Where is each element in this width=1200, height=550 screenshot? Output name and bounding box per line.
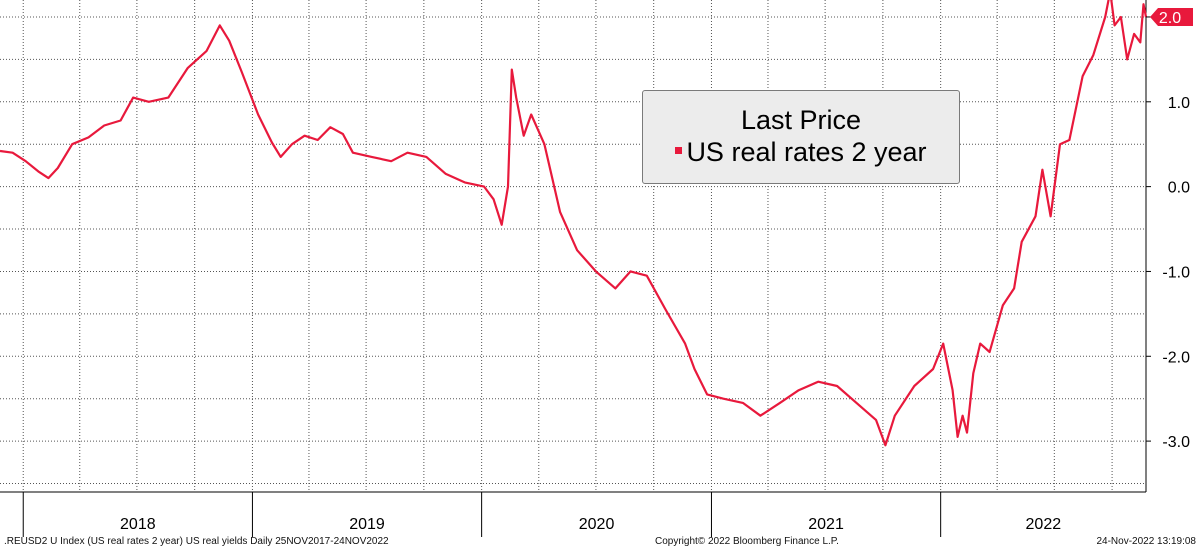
legend-swatch-icon [675, 147, 683, 155]
y-tick-label: -1.0 [1162, 264, 1190, 281]
y-tick-label: 0.0 [1168, 180, 1190, 197]
footer-copyright: Copyright© 2022 Bloomberg Finance L.P. [655, 536, 839, 547]
y-tick-label: -2.0 [1162, 349, 1190, 366]
series-layer [0, 0, 1148, 447]
footer-timestamp: 24-Nov-2022 13:19:08 [1096, 536, 1196, 547]
x-tick-label: 2019 [349, 516, 385, 533]
legend-series-label: US real rates 2 year [686, 137, 927, 167]
series-line-us-real-rates-2-year [0, 0, 1148, 447]
x-axis-ticks: 2018 2019 2020 2021 2022 [22, 492, 1062, 537]
last-value-tag [1150, 7, 1193, 26]
y-tick-label: -3.0 [1162, 434, 1190, 451]
y-axis-ticks: 2.0 1.0 0.0 -1.0 -2.0 -3.0 [1146, 10, 1190, 451]
x-tick-label: 2022 [1026, 516, 1062, 533]
axes [0, 0, 1147, 493]
last-value-marker: 2.0 [1150, 7, 1193, 27]
x-tick-label: 2021 [808, 516, 844, 533]
footer-source: .REUSD2 U Index (US real rates 2 year) U… [4, 536, 389, 547]
last-value-label: 2.0 [1159, 10, 1181, 27]
legend-entry: US real rates 2 year [643, 136, 959, 168]
x-tick-label: 2020 [579, 516, 615, 533]
y-tick-label: 1.0 [1168, 95, 1190, 112]
legend-title: Last Price [740, 105, 862, 135]
grid [0, 0, 1146, 492]
legend: Last Price US real rates 2 year [642, 90, 960, 184]
x-tick-label: 2018 [120, 516, 156, 533]
